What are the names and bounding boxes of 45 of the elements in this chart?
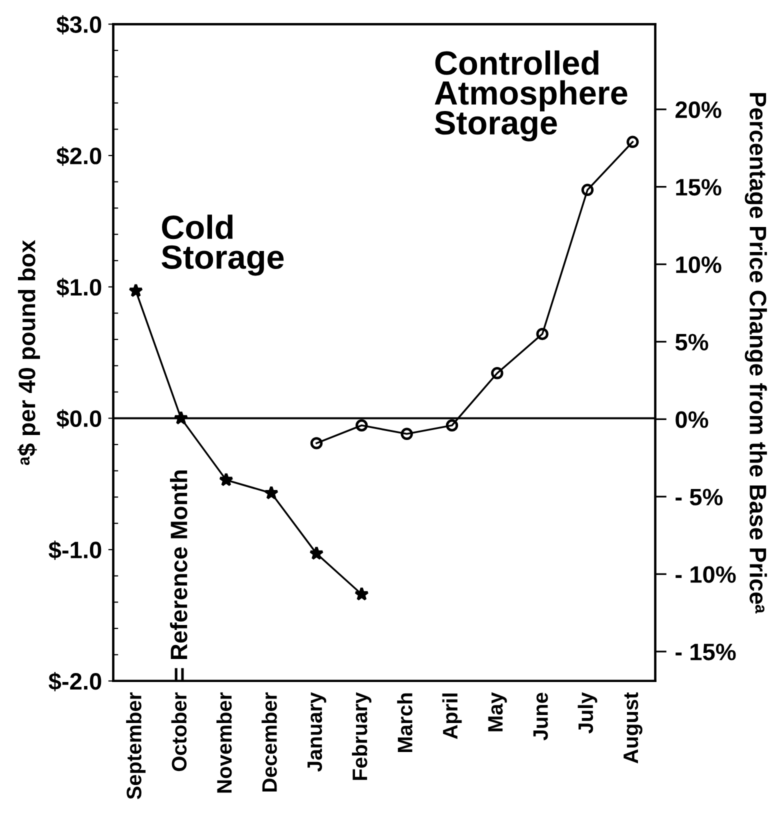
point — [356, 419, 368, 432]
annotation: Cold Storage — [162, 214, 284, 276]
y2-tick-label: 15% — [676, 178, 722, 196]
y2-tick-label: 5% — [675, 334, 708, 351]
y2-axis-title: Percentage Price Change from the Base Priceᵃ — [744, 93, 767, 614]
point — [218, 472, 234, 486]
x-tick-label: May — [488, 692, 507, 732]
x-tick-label: March — [397, 693, 412, 752]
point — [310, 437, 323, 450]
y2-tick-label: - 10% — [676, 566, 736, 583]
y-tick-label: $-1.0 — [48, 540, 102, 560]
point — [174, 410, 188, 425]
y2-tick-label: - 5% — [676, 488, 723, 506]
x-tick-label: August — [624, 692, 642, 764]
x-tick-label: April — [442, 694, 462, 740]
y-tick-label: $2.0 — [56, 146, 102, 166]
point — [400, 428, 413, 440]
y-tick-label: $0.0 — [56, 409, 102, 429]
point — [446, 419, 458, 432]
x-tick-label: September — [126, 692, 146, 800]
point — [128, 283, 144, 298]
y2-tick-label: - 15% — [676, 644, 736, 660]
annotation: Controlled Atmosphere Storage — [434, 50, 628, 142]
point — [581, 184, 594, 196]
y2-tick-label: 20% — [676, 101, 722, 118]
x-tick-label: October — [171, 692, 187, 772]
x-tick-label: December — [262, 692, 277, 792]
x-tick-label: February — [352, 692, 372, 780]
point — [264, 486, 279, 500]
point — [626, 136, 639, 148]
y-axis-title: ᵃ$ per 40 pound box — [18, 240, 40, 466]
x-tick-label: July — [578, 692, 598, 734]
point — [309, 546, 324, 560]
y2-tick-label: 10% — [676, 256, 722, 274]
point — [536, 328, 548, 340]
annotation: = Reference Month — [170, 470, 188, 680]
y-tick-label: $3.0 — [56, 15, 102, 34]
y-tick-label: $-2.0 — [48, 672, 102, 692]
point — [491, 367, 504, 380]
x-tick-label: November — [216, 692, 232, 793]
y-tick-label: $1.0 — [56, 278, 102, 298]
y2-tick-label: 0% — [676, 411, 708, 428]
x-tick-label: June — [533, 692, 548, 740]
x-tick-label: January — [308, 692, 326, 772]
point — [354, 586, 369, 601]
